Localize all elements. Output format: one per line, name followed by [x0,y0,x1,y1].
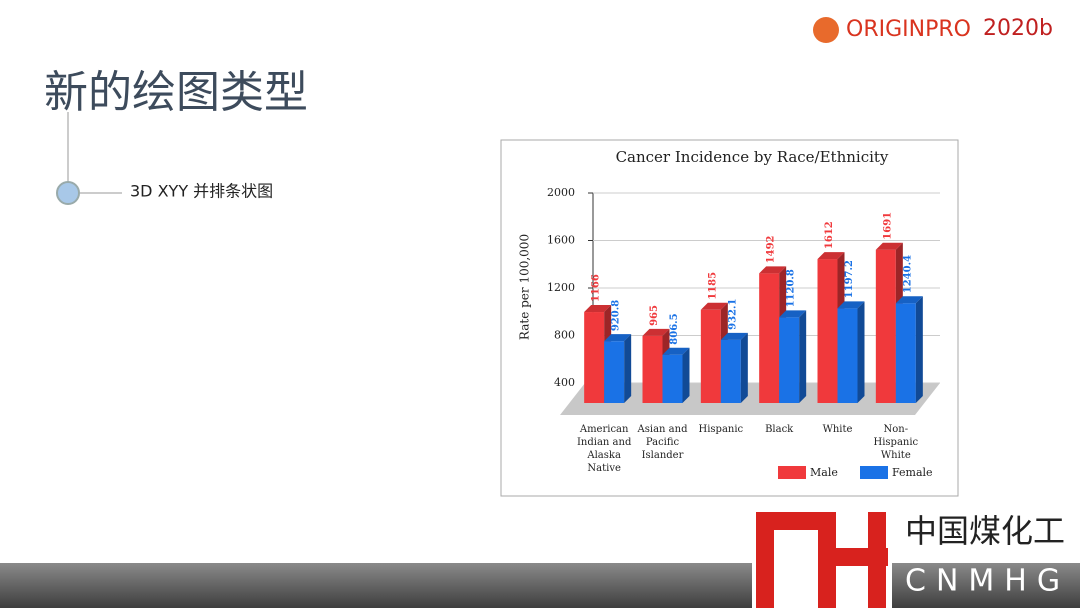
bar-top [779,310,807,318]
value-label: 1185 [707,272,718,300]
value-label: 1166 [591,274,602,302]
x-tick-label: American Indian and Alaska Native [576,424,632,474]
bar-front [779,317,800,403]
logo-shape [868,512,886,608]
x-tick-label-box: Black [765,424,794,435]
bar [662,347,690,403]
footer-logo: 中国煤化工 CNMHG [752,508,1080,608]
bar-front [642,335,663,403]
bar-top [720,332,748,340]
x-tick-label: Asian and Pacific Islander [637,424,688,461]
value-label: 806.5 [669,313,680,344]
bar-side [799,310,807,403]
brand: ORIGINPRO [846,17,971,42]
bullet-dot [56,181,80,205]
x-tick-label-box: White [822,424,853,435]
bar-front [584,312,605,403]
bar-top [604,334,632,342]
y-tick-label: 800 [554,329,575,342]
footer-band [0,563,1080,608]
bar-top [895,296,923,304]
bullet-text: 3D XYY 并排条状图 [130,182,273,201]
bar-front [720,339,741,403]
bar-top [662,347,690,355]
bar-side [624,334,632,403]
value-label: 1492 [766,235,777,263]
bar-top [700,302,728,310]
value-label: 932.1 [727,298,738,329]
legend-swatch [860,466,888,479]
bar-front [759,273,780,403]
x-tick-label: Hispanic [698,424,744,435]
bar [837,301,865,403]
bar-top [584,305,612,313]
value-label: 1120.8 [786,269,797,307]
legend-swatch [778,466,806,479]
logo-shape [756,512,774,608]
x-tick-label: Non-Hispanic White [873,424,919,461]
value-label: 1691 [882,212,893,240]
y-tick-label: 1600 [547,234,575,247]
bar-top [759,266,787,274]
bar-top [837,301,865,309]
value-label: 1197.2 [844,260,855,298]
bar [604,334,632,403]
value-label: 1612 [824,221,835,249]
slide-title: 新的绘图类型 [44,67,308,118]
value-label: 920.8 [611,300,622,331]
bar [779,310,807,403]
bar-front [604,341,625,403]
chart-title: Cancer Incidence by Race/Ethnicity [616,148,889,166]
value-label: 1240.4 [902,255,913,293]
x-tick-label: Black [765,424,794,435]
footer-en: CNMHG [905,564,1070,599]
legend-label: Female [892,466,933,479]
brand-icon [813,17,839,43]
chart: Cancer Incidence by Race/Ethnicity Rate … [518,148,940,479]
brand-version: 2020b [983,16,1053,41]
bar [720,332,748,403]
y-axis-label: Rate per 100,000 [518,234,532,340]
bar-side [915,296,923,403]
bar-front [895,303,916,403]
bar-top [875,242,903,250]
bar-front [700,309,721,403]
bar-side [740,332,748,403]
bar-front [837,308,858,403]
x-tick-label-box: American Indian and Alaska Native [576,424,632,474]
bar-top [817,252,845,260]
x-tick-label-box: Hispanic [698,424,744,435]
x-tick-label: White [822,424,853,435]
x-tick-label-box: Non-Hispanic White [873,424,919,461]
y-tick-label: 1200 [547,281,575,294]
value-label: 965 [649,305,660,326]
footer-cn: 中国煤化工 [905,512,1065,550]
y-tick-label: 400 [554,376,575,389]
logo-bg [892,508,1080,563]
bar-top [642,328,670,336]
bar [895,296,923,403]
bar-front [817,259,838,403]
y-tick-label: 2000 [547,186,575,199]
legend-label: Male [810,466,838,479]
logo-shape [756,512,836,530]
bar-side [857,301,865,403]
bar-side [682,347,690,403]
x-tick-label-box: Asian and Pacific Islander [637,424,688,461]
bar-front [875,249,896,403]
bar-front [662,354,683,403]
